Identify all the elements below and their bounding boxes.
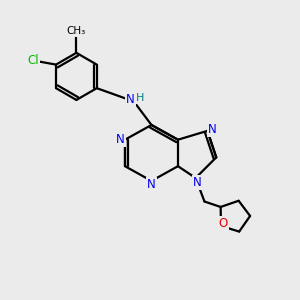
Text: N: N	[147, 178, 156, 191]
Text: N: N	[208, 123, 216, 136]
Text: H: H	[136, 93, 145, 103]
Text: N: N	[193, 176, 202, 189]
Text: N: N	[116, 133, 125, 146]
Text: CH₃: CH₃	[67, 26, 86, 36]
Text: N: N	[126, 93, 135, 106]
Text: O: O	[219, 217, 228, 230]
Text: Cl: Cl	[28, 54, 39, 67]
